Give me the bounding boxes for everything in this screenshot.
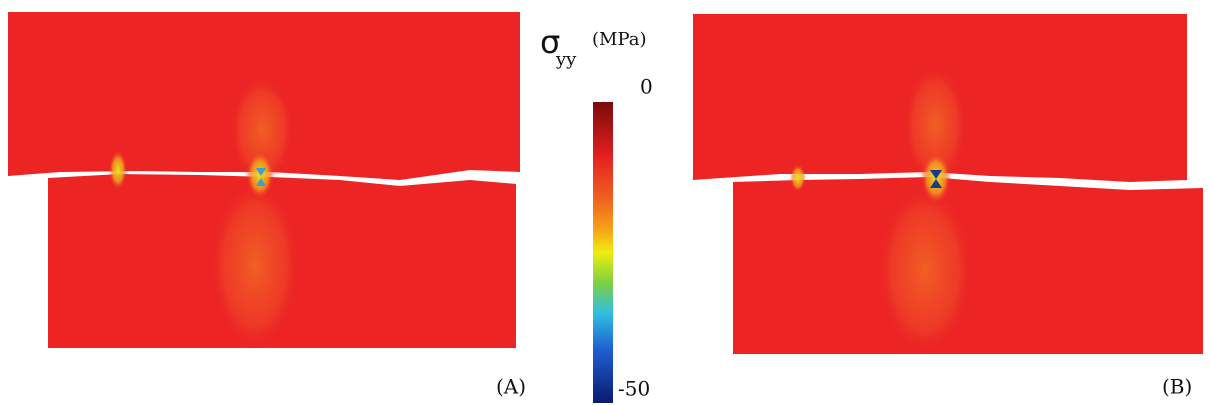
colorbar-subscript: yy	[555, 49, 577, 70]
colorbar-min-label: -50	[618, 377, 650, 401]
stress-hotspot	[246, 151, 274, 199]
crack-tip	[256, 168, 266, 186]
panel-a: (A)	[8, 12, 526, 399]
stress-zone	[877, 185, 973, 355]
colorbar-unit: (MPa)	[592, 29, 647, 50]
crack-tip	[930, 170, 942, 188]
colorbar-max-label: 0	[640, 75, 653, 99]
panel-label: (A)	[496, 375, 526, 399]
stress-hotspot	[109, 150, 127, 190]
colorbar-scale	[593, 102, 613, 403]
colorbar: σ yy (MPa) 0 -50	[540, 23, 653, 403]
colorbar-symbol: σ	[540, 23, 560, 61]
stress-zone	[210, 180, 300, 350]
panel-b: (B)	[693, 14, 1203, 399]
stress-zone	[230, 75, 294, 185]
stress-zone	[903, 65, 967, 185]
panel-label: (B)	[1162, 375, 1192, 399]
stress-hotspot	[790, 164, 806, 192]
